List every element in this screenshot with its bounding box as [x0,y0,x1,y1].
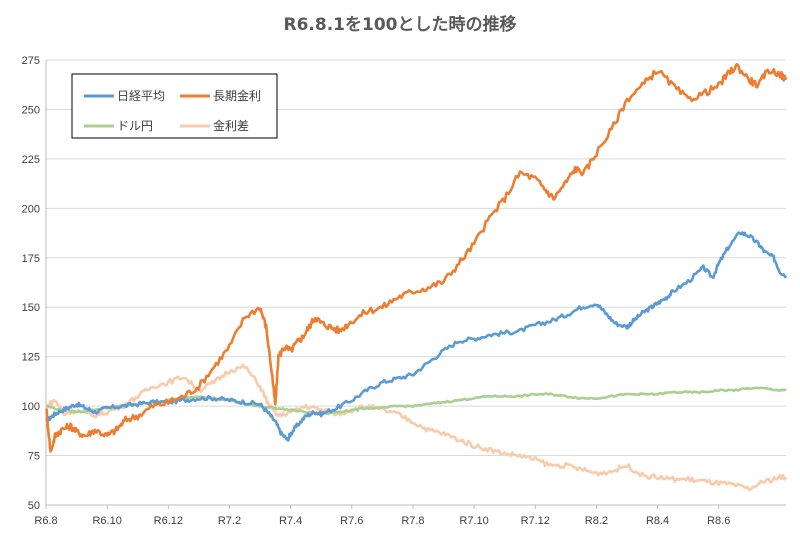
x-tick-labels: R6.8 R6.10 R6.12 R7.2 R7.4 R7.6 R7.8 R7.10 R7.12… [34,515,730,527]
chart-title: R6.8.1を100とした時の推移 [284,14,517,35]
series-line-1 [45,231,788,442]
legend-label: ドル円 [117,119,153,133]
y-tick-label: 75 [28,451,40,463]
legend-label: 金利差 [213,118,249,133]
legend-label: 長期金利 [213,88,261,103]
series-line-4 [45,363,788,492]
y-tick-label: 275 [22,55,40,67]
x-tick-label: R8.4 [646,515,669,527]
x-tick-label: R7.4 [279,515,302,527]
x-tick-label: R7.12 [521,515,550,527]
y-tick-label: 175 [22,253,40,265]
y-tick-label: 150 [22,302,40,314]
x-tick-label: R7.2 [218,515,241,527]
x-tick-label: R6.12 [154,515,183,527]
series-line-2 [44,62,788,453]
series-lines [44,62,788,492]
x-tick-label: R6.8 [34,515,57,527]
x-tick-label: R7.10 [459,515,488,527]
x-tick-label: R7.6 [340,515,363,527]
y-tick-label: 50 [28,500,40,512]
y-tick-label: 250 [22,104,40,116]
y-tick-label: 200 [22,203,40,215]
gridlines [46,59,786,506]
x-tick-label: R8.2 [585,515,608,527]
y-tick-label: 225 [22,154,40,166]
y-tick-labels: 50 75 100 125 150 175 200 225 250 275 [22,55,40,512]
x-tick-label: R7.8 [401,515,424,527]
axes [45,60,786,509]
y-tick-label: 125 [22,352,40,364]
x-tick-label: R6.10 [92,515,121,527]
x-tick-label: R8.6 [707,515,730,527]
legend-label: 日経平均 [117,89,165,103]
y-tick-label: 100 [22,401,40,413]
